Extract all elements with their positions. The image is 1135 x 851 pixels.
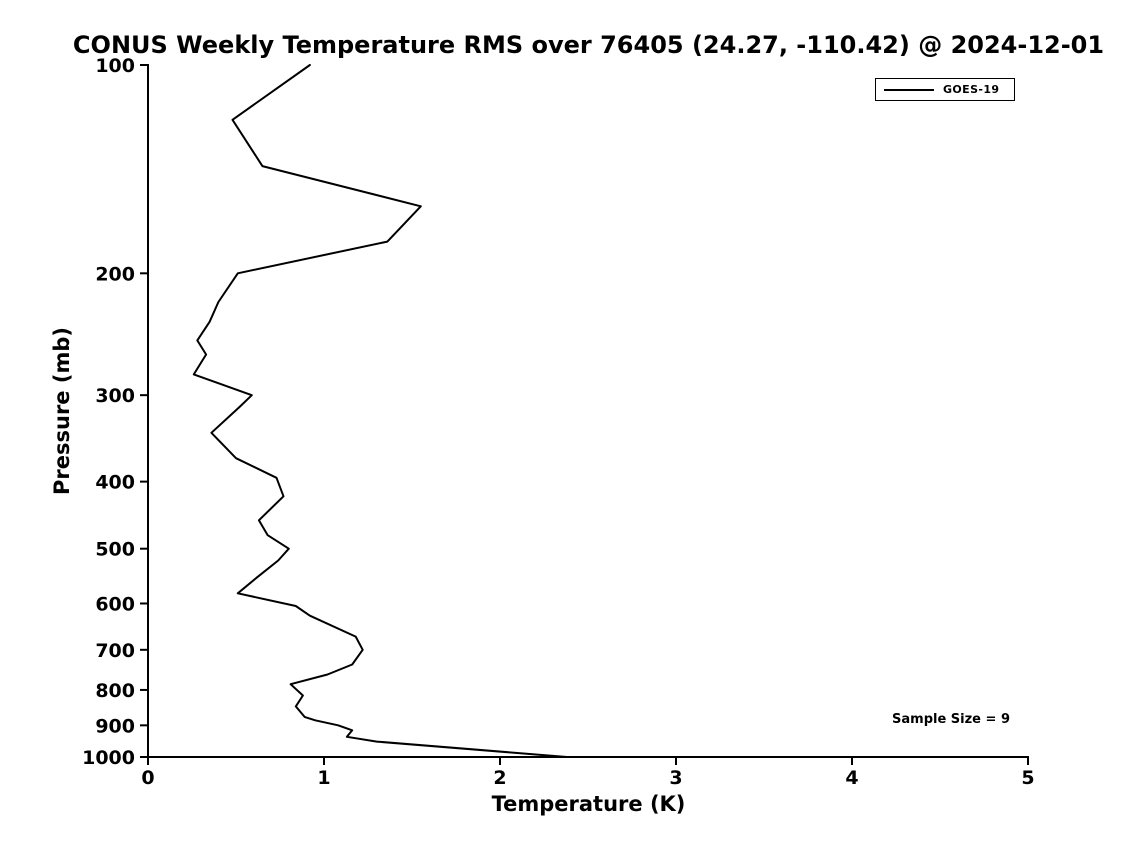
x-axis-label: Temperature (K) <box>491 792 686 816</box>
y-tick-label: 800 <box>95 680 135 702</box>
y-tick-label: 700 <box>95 640 135 662</box>
x-tick-label: 3 <box>669 767 682 789</box>
y-tick-label: 500 <box>95 539 135 561</box>
chart-title: CONUS Weekly Temperature RMS over 76405 … <box>72 31 1105 59</box>
x-tick-label: 5 <box>1021 767 1034 789</box>
x-tick-label: 4 <box>845 767 858 789</box>
x-tick-label: 2 <box>493 767 506 789</box>
legend: GOES-19 <box>875 78 1015 101</box>
y-tick-label: 600 <box>95 593 135 615</box>
y-tick-label: 300 <box>95 385 135 407</box>
y-tick-label: 200 <box>95 263 135 285</box>
y-tick-label: 400 <box>95 472 135 494</box>
y-tick-label: 100 <box>95 55 135 77</box>
legend-entry-label: GOES-19 <box>943 83 1000 96</box>
series-line-goes-19 <box>192 64 568 758</box>
y-tick-label: 900 <box>95 715 135 737</box>
y-tick-label: 1000 <box>82 747 135 769</box>
x-tick-label: 1 <box>317 767 330 789</box>
legend-line-sample <box>884 88 934 91</box>
y-axis-label: Pressure (mb) <box>50 327 74 495</box>
x-tick-label: 0 <box>141 767 154 789</box>
sample-size-annotation: Sample Size = 9 <box>892 712 1010 727</box>
